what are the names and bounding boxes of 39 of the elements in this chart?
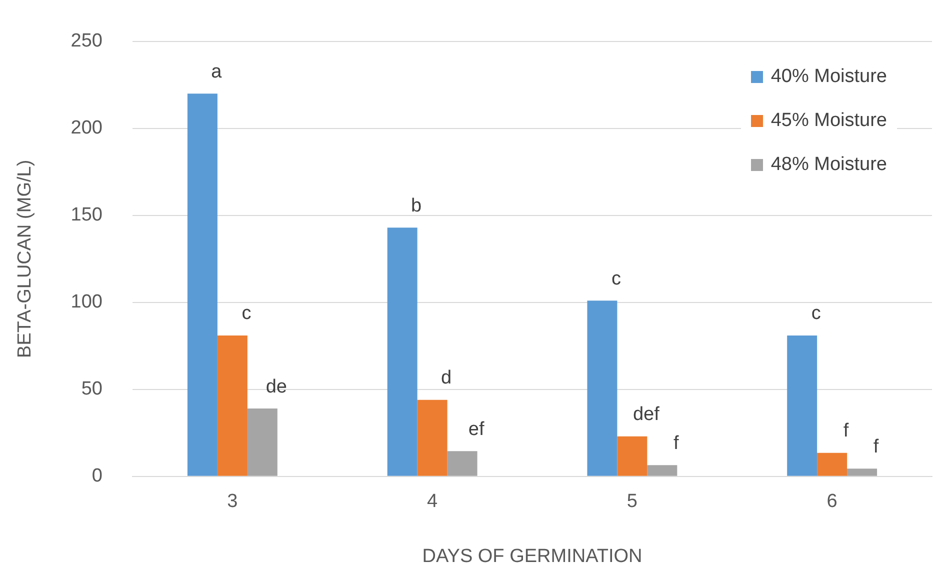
bar	[447, 451, 478, 476]
bar	[617, 436, 648, 476]
data-label: de	[266, 376, 287, 398]
data-label: f	[674, 432, 680, 454]
y-tick-label: 100	[70, 292, 102, 313]
data-label: a	[211, 61, 222, 82]
data-label: b	[411, 195, 422, 216]
y-tick-label: 150	[70, 204, 102, 226]
bar	[847, 468, 878, 476]
data-label: f	[843, 420, 850, 442]
data-label: c	[611, 268, 621, 290]
bar	[587, 300, 618, 476]
bar	[787, 335, 818, 476]
bar	[217, 335, 248, 476]
data-label: d	[441, 368, 452, 389]
legend-label: 48% Moisture	[770, 154, 887, 176]
y-axis-title: BETA-GLUCAN (MG/L)	[14, 160, 36, 358]
y-tick-label: 250	[70, 30, 102, 52]
x-tick-label: 5	[626, 491, 638, 512]
bar	[817, 452, 848, 476]
x-tick-label: 6	[826, 491, 838, 512]
data-label: f	[873, 436, 880, 458]
y-tick-label: 50	[81, 378, 102, 400]
data-label: c	[811, 303, 821, 324]
bar	[647, 465, 678, 476]
bar	[187, 94, 218, 476]
y-tick-label: 0	[92, 466, 102, 487]
data-label: c	[242, 303, 252, 324]
bar	[247, 408, 278, 476]
x-axis-title: DAYS OF GERMINATION	[422, 546, 642, 567]
y-tick-label: 200	[70, 118, 102, 139]
data-label: def	[632, 404, 660, 426]
bar	[387, 228, 418, 476]
legend-label: 40% Moisture	[770, 66, 887, 88]
x-tick-label: 4	[427, 491, 438, 512]
data-label: ef	[468, 418, 485, 440]
x-tick-label: 3	[227, 491, 238, 512]
legend-label: 45% Moisture	[770, 110, 887, 132]
bar	[417, 400, 448, 476]
